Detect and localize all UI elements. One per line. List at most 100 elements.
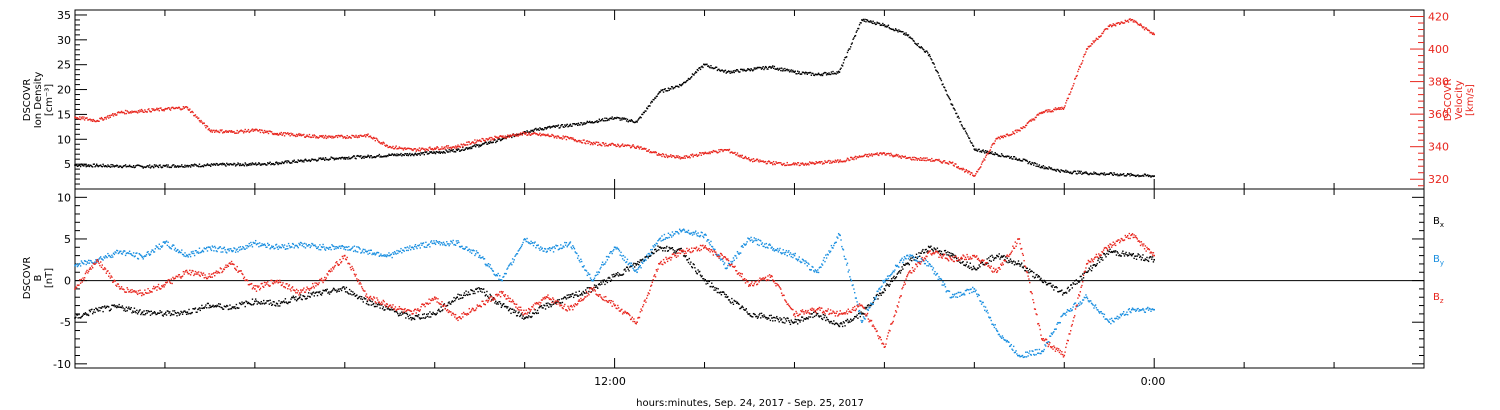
velocity-sample (829, 160, 832, 162)
by-sample (648, 252, 650, 255)
by-sample (434, 243, 437, 246)
velocity-sample (397, 147, 399, 150)
density-sample (560, 124, 563, 126)
density-sample (976, 150, 979, 152)
by-sample (675, 231, 678, 233)
velocity-sample (992, 142, 995, 145)
bx-sample (1007, 261, 1009, 264)
by-sample (206, 250, 209, 252)
bx-sample (646, 255, 648, 258)
bx-sample (232, 306, 234, 308)
velocity-sample (572, 137, 574, 139)
velocity-sample (602, 142, 605, 144)
velocity-sample (678, 157, 680, 159)
by-sample (311, 242, 313, 245)
density-sample (262, 163, 264, 166)
density-sample (576, 123, 578, 125)
bx-sample (122, 307, 124, 309)
density-sample (157, 165, 159, 168)
velocity-sample (930, 160, 932, 163)
bx-sample (506, 307, 508, 309)
velocity-sample (768, 160, 771, 163)
density-sample (312, 159, 315, 161)
by-point (74, 264, 76, 267)
velocity-sample (572, 138, 575, 141)
density-sample (88, 165, 91, 168)
velocity-sample (970, 172, 972, 174)
velocity-sample (139, 109, 141, 111)
by-sample (152, 249, 154, 252)
velocity-sample (829, 162, 831, 164)
density-sample (551, 126, 553, 128)
density-sample (563, 126, 565, 128)
velocity-sample (1094, 39, 1097, 42)
density-sample (1039, 166, 1041, 169)
velocity-sample (203, 122, 205, 124)
bx-sample (326, 288, 328, 291)
bx-sample (902, 268, 904, 270)
density-sample (169, 166, 172, 168)
velocity-sample (266, 131, 268, 134)
density-point (816, 73, 818, 76)
velocity-sample (476, 139, 478, 141)
velocity-sample (857, 156, 859, 159)
by-sample (535, 247, 537, 249)
velocity-sample (694, 154, 696, 156)
velocity-sample (1104, 28, 1106, 30)
bx-sample (1072, 282, 1074, 284)
by-sample (577, 255, 580, 257)
by-sample (491, 268, 493, 270)
density-sample (998, 154, 1000, 157)
velocity-sample (339, 135, 341, 138)
bx-sample (386, 308, 389, 310)
density-sample (756, 66, 759, 69)
velocity-sample (1114, 23, 1116, 26)
density-sample (184, 164, 186, 167)
velocity-sample (1152, 32, 1155, 34)
velocity-sample (204, 124, 206, 127)
density-sample (862, 18, 865, 21)
density-sample (878, 22, 881, 25)
by-sample (450, 240, 453, 243)
bx-sample (531, 315, 533, 318)
bx-sample (478, 286, 480, 289)
density-sample (602, 120, 605, 122)
by-sample (341, 244, 344, 247)
velocity-sample (243, 130, 246, 133)
velocity-sample (686, 155, 688, 157)
density-sample (931, 62, 934, 64)
velocity-sample (302, 134, 304, 136)
bx-sample (83, 313, 86, 316)
bx-sample (670, 247, 672, 249)
velocity-sample (1043, 111, 1045, 114)
velocity-sample (1109, 24, 1111, 26)
bx-sample (473, 290, 475, 293)
density-sample (572, 123, 575, 125)
bx-sample (922, 248, 924, 251)
density-sample (167, 164, 169, 166)
bx-sample (98, 306, 100, 309)
density-sample (1070, 172, 1073, 175)
bx-sample (630, 265, 633, 268)
velocity-sample (332, 135, 334, 138)
bx-sample (238, 302, 241, 304)
velocity-sample (853, 158, 855, 161)
density-sample (1031, 161, 1033, 164)
velocity-point (658, 154, 661, 156)
density-sample (295, 161, 297, 163)
by-sample (555, 244, 557, 247)
density-sample (168, 166, 170, 168)
density-sample (923, 49, 925, 51)
density-sample (750, 68, 752, 70)
velocity-point (861, 155, 863, 158)
density-point (906, 34, 908, 36)
velocity-sample (635, 147, 637, 149)
bx-sample (356, 294, 358, 296)
velocity-sample (813, 162, 815, 164)
velocity-sample (168, 107, 170, 109)
by-sample (470, 252, 473, 254)
density-sample (565, 124, 568, 126)
by-sample (618, 250, 621, 252)
density-sample (947, 95, 949, 97)
by-sample (390, 253, 393, 255)
